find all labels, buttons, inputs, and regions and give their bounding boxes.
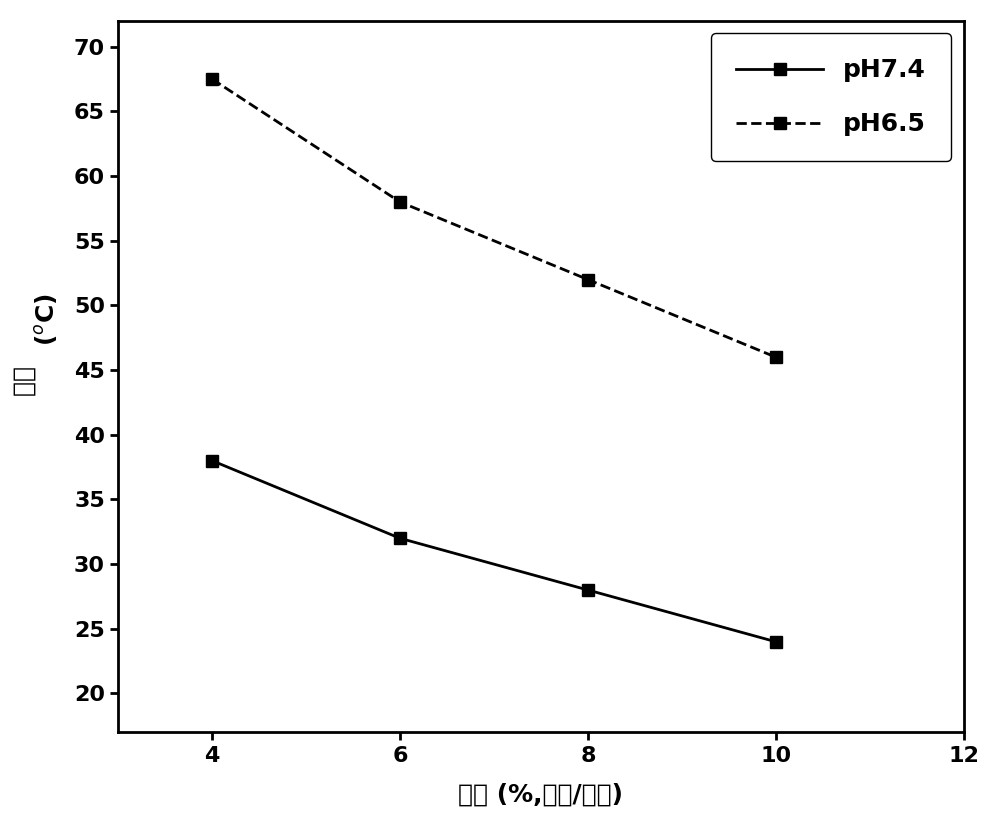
pH7.4 <box>394 533 406 543</box>
pH7.4 <box>206 456 218 466</box>
pH6.5 <box>582 275 594 284</box>
Text: 温度: 温度 <box>13 357 37 396</box>
Line: pH6.5: pH6.5 <box>206 74 781 363</box>
Line: pH7.4: pH7.4 <box>206 455 781 648</box>
pH6.5 <box>206 74 218 84</box>
pH6.5 <box>394 197 406 207</box>
X-axis label: 浓度 (%,质量/体积): 浓度 (%,质量/体积) <box>458 782 623 806</box>
pH7.4 <box>770 637 782 647</box>
Legend: pH7.4, pH6.5: pH7.4, pH6.5 <box>711 33 951 161</box>
pH7.4 <box>582 585 594 595</box>
Text: ($^o$C): ($^o$C) <box>33 294 60 346</box>
pH6.5 <box>770 352 782 362</box>
